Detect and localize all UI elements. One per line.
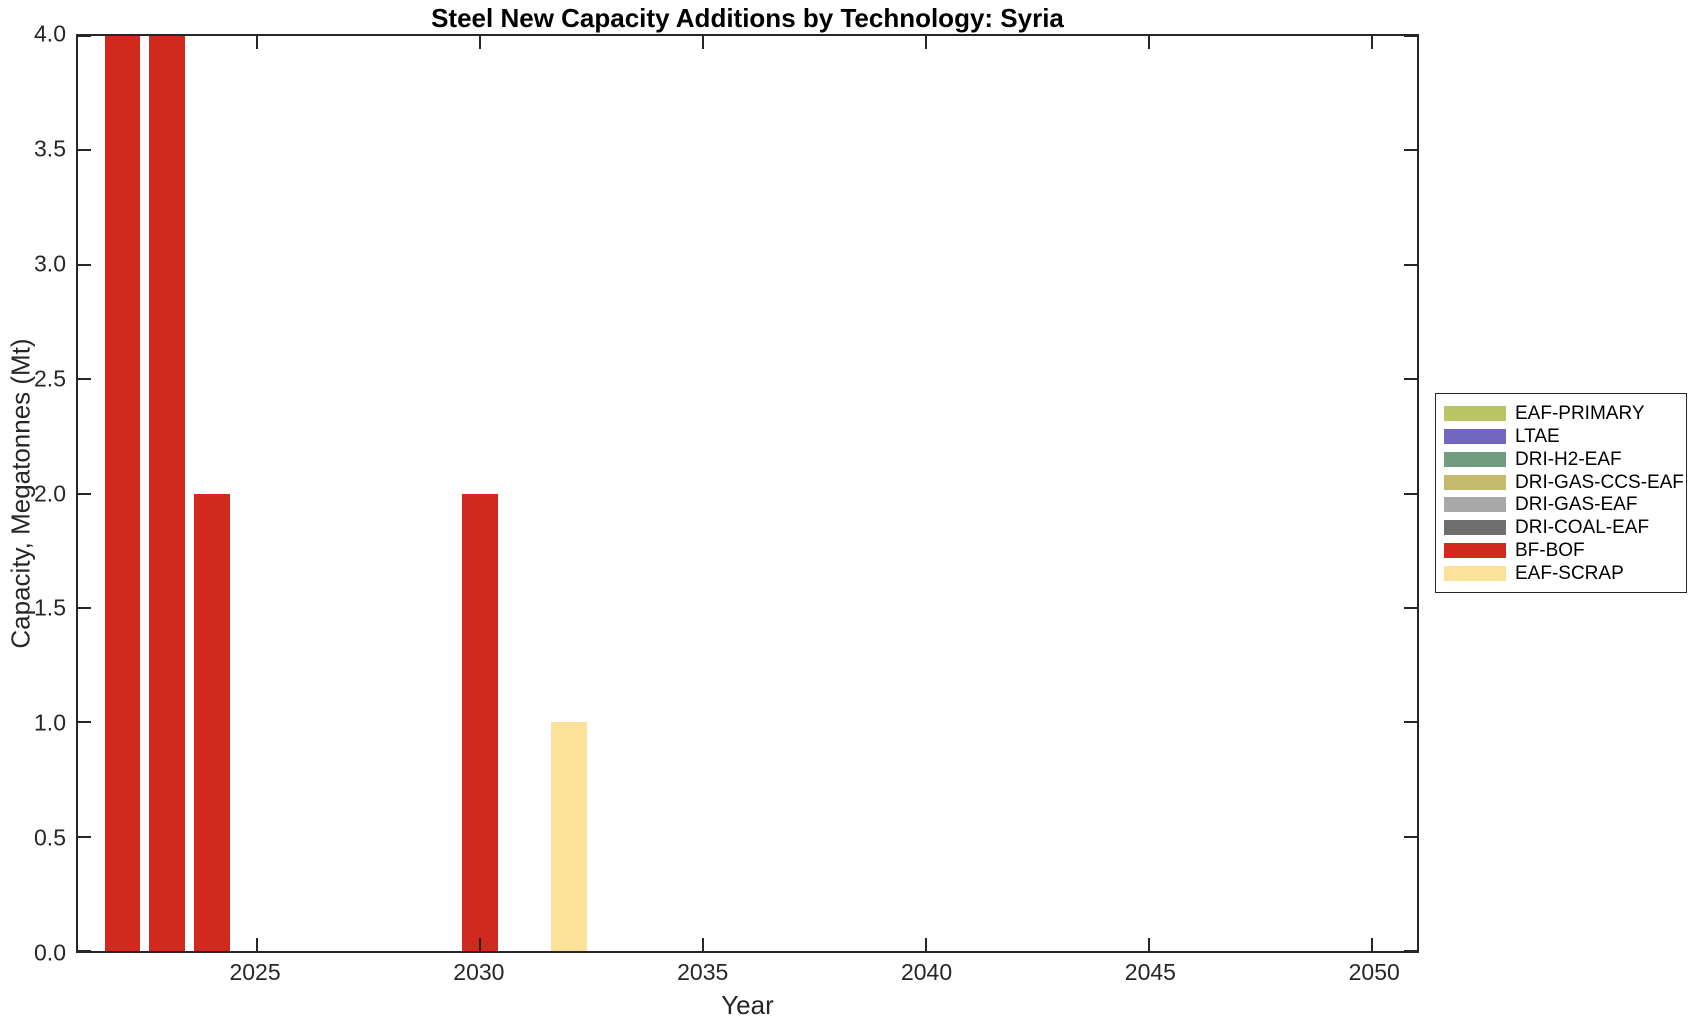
y-tick-label-0.0: 0.0: [34, 939, 66, 966]
x-tick-top-2035: [701, 36, 704, 49]
legend-swatch-eaf-scrap: [1444, 565, 1506, 581]
legend-label-dri-gas-eaf: DRI-GAS-EAF: [1515, 494, 1638, 516]
x-tick-top-2030: [478, 36, 481, 49]
legend-swatch-bf-bof: [1444, 543, 1506, 559]
x-tick-bottom-2045: [1148, 938, 1151, 951]
legend-item-bf-bof: BF-BOF: [1444, 541, 1680, 560]
bar-bf-bof-2030: [461, 493, 498, 951]
x-tick-labels: 2025 2030 2035 2040 2045 2050: [76, 959, 1419, 987]
x-tick-top-2045: [1148, 36, 1151, 49]
y-tick-right-3.0: [1404, 263, 1417, 266]
legend-label-dri-coal-eaf: DRI-COAL-EAF: [1515, 517, 1650, 539]
y-tick-right-0.5: [1404, 835, 1417, 838]
y-tick-left-3.0: [78, 263, 91, 266]
y-tick-left-0.0: [78, 950, 91, 952]
legend-label-dri-gas-ccs-eaf: DRI-GAS-CCS-EAF: [1515, 471, 1684, 493]
x-tick-top-2040: [925, 36, 928, 49]
y-tick-label-1.0: 1.0: [34, 709, 66, 736]
y-tick-right-1.5: [1404, 606, 1417, 609]
x-tick-top-2050: [1371, 36, 1374, 49]
y-tick-right-2.5: [1404, 378, 1417, 381]
x-tick-label-2045: 2045: [1124, 959, 1176, 985]
legend-item-eaf-primary: EAF-PRIMARY: [1444, 404, 1680, 423]
legend-item-eaf-scrap: EAF-SCRAP: [1444, 564, 1680, 583]
legend-item-dri-h2-eaf: DRI-H2-EAF: [1444, 450, 1680, 469]
y-tick-label-1.5: 1.5: [34, 594, 66, 621]
y-tick-left-1.5: [78, 606, 91, 609]
bar-bf-bof-2023: [149, 36, 186, 951]
y-tick-left-2.0: [78, 492, 91, 495]
legend-swatch-dri-coal-eaf: [1444, 520, 1506, 536]
legend-label-ltae: LTAE: [1515, 425, 1560, 447]
bar-bf-bof-2022: [104, 36, 141, 951]
x-tick-label-2030: 2030: [453, 959, 505, 985]
legend-swatch-dri-gas-eaf: [1444, 497, 1506, 513]
y-tick-left-2.5: [78, 378, 91, 381]
x-tick-label-2035: 2035: [677, 959, 729, 985]
legend-swatch-eaf-primary: [1444, 406, 1506, 421]
y-tick-right-1.0: [1404, 721, 1417, 724]
legend-label-bf-bof: BF-BOF: [1515, 540, 1585, 562]
legend: EAF-PRIMARY LTAE DRI-H2-EAF DRI-GAS-CCS-EAF…: [1435, 393, 1687, 593]
bar-bf-bof-2024: [194, 493, 230, 951]
x-tick-bottom-2030: [478, 938, 481, 951]
x-tick-bottom-2025: [255, 938, 258, 951]
y-tick-label-2.0: 2.0: [34, 480, 66, 506]
legend-item-dri-coal-eaf: DRI-COAL-EAF: [1444, 518, 1680, 537]
x-tick-label-2040: 2040: [900, 959, 953, 985]
legend-swatch-dri-h2-eaf: [1444, 451, 1506, 467]
legend-label-eaf-primary: EAF-PRIMARY: [1515, 403, 1645, 424]
y-tick-labels: 0.0 0.5 1.0 1.5 2.0 2.5 3.0 3.5 4.0: [0, 21, 66, 966]
y-tick-right-4.0: [1404, 35, 1417, 37]
y-tick-right-0.0: [1404, 950, 1417, 952]
x-tick-label-2025: 2025: [229, 959, 281, 985]
y-tick-label-3.0: 3.0: [34, 250, 66, 277]
legend-label-dri-h2-eaf: DRI-H2-EAF: [1515, 448, 1622, 470]
y-tick-left-1.0: [78, 721, 91, 724]
y-tick-label-0.5: 0.5: [34, 824, 66, 851]
legend-label-eaf-scrap: EAF-SCRAP: [1515, 562, 1624, 584]
legend-item-ltae: LTAE: [1444, 427, 1680, 446]
x-tick-bottom-2035: [701, 938, 704, 951]
x-tick-label-2050: 2050: [1348, 959, 1400, 985]
y-tick-left-0.5: [78, 835, 91, 838]
legend-swatch-ltae: [1444, 428, 1506, 444]
y-tick-left-4.0: [78, 35, 91, 37]
bar-eaf-scrap-2032: [551, 722, 587, 951]
chart-title: Steel New Capacity Additions by Technolo…: [431, 3, 1064, 33]
plot-area: [76, 34, 1419, 953]
y-tick-label-4.0: 4.0: [34, 20, 66, 47]
y-tick-right-3.5: [1404, 149, 1417, 152]
y-tick-right-2.0: [1404, 492, 1417, 495]
x-axis-label: Year: [721, 990, 774, 1020]
x-tick-bottom-2040: [925, 938, 928, 951]
y-tick-label-2.5: 2.5: [34, 365, 66, 392]
x-tick-bottom-2050: [1371, 938, 1374, 951]
y-tick-label-3.5: 3.5: [34, 135, 66, 162]
legend-item-dri-gas-ccs-eaf: DRI-GAS-CCS-EAF: [1444, 473, 1684, 492]
y-tick-left-3.5: [78, 149, 91, 152]
x-tick-top-2025: [255, 36, 258, 49]
legend-item-dri-gas-eaf: DRI-GAS-EAF: [1444, 495, 1680, 514]
legend-swatch-dri-gas-ccs-eaf: [1444, 474, 1506, 490]
